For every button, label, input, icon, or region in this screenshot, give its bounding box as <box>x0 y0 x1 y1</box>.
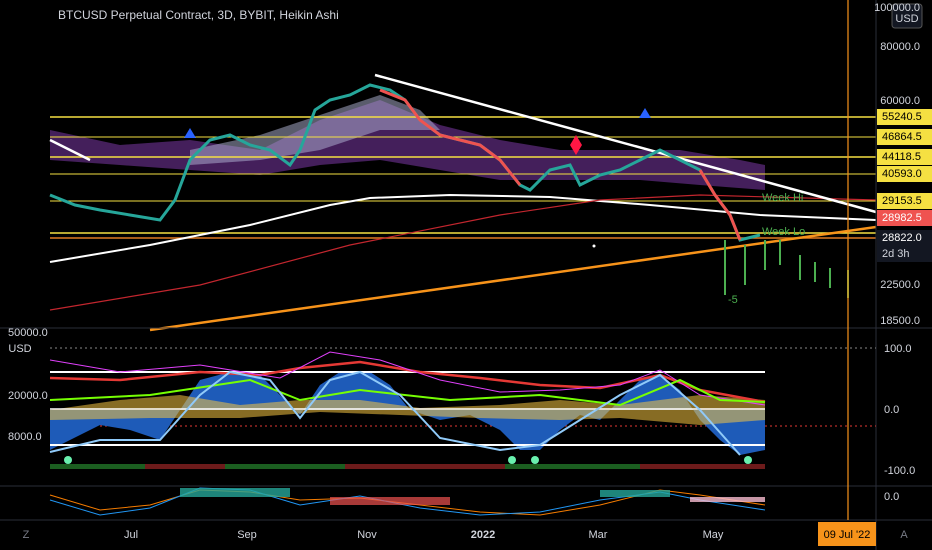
price-label: 100000.0 <box>874 2 920 14</box>
right-scale-label: 100.0 <box>884 343 912 355</box>
histogram-area <box>690 497 765 502</box>
annotation: Week Hi <box>762 192 803 204</box>
countdown-tag <box>877 246 932 262</box>
price-tag-label: 29153.5 <box>882 195 922 207</box>
time-label: May <box>703 529 724 541</box>
annotation: Week Lo <box>762 226 805 238</box>
price-label: 18500.0 <box>880 315 920 327</box>
price-tag-label: 55240.5 <box>882 111 922 123</box>
state-strip <box>640 464 765 469</box>
currency-box[interactable] <box>891 3 923 29</box>
annotation: -5 <box>728 294 738 306</box>
time-label: Jul <box>124 529 138 541</box>
wave-area <box>50 395 765 425</box>
cursor-label: 09 Jul '22 <box>824 529 871 541</box>
right-scale-label: -100.0 <box>884 465 915 477</box>
oscillator-line <box>49 351 766 406</box>
price-tag-label: 40593.0 <box>882 168 922 180</box>
time-label: Nov <box>357 529 377 541</box>
left-scale-label: 20000.0 <box>8 390 48 402</box>
corner-button[interactable]: Z <box>23 529 30 541</box>
price-tag-label: 46864.5 <box>882 131 922 143</box>
trendline <box>374 73 877 214</box>
state-strip <box>505 464 640 469</box>
oscillator-pane <box>49 347 876 469</box>
price-tag-label: 28822.0 <box>882 232 922 244</box>
dot <box>531 456 539 464</box>
price-label: 22500.0 <box>880 279 920 291</box>
countdown: 2d 3h <box>882 248 910 260</box>
dot <box>592 244 596 248</box>
dot <box>64 456 72 464</box>
projection-bars <box>724 240 849 298</box>
left-scale-label: 8000.0 <box>8 431 42 443</box>
price-tag-label: 28982.5 <box>882 212 922 224</box>
price-line <box>379 88 522 186</box>
left-scale-label: 50000.0 <box>8 327 48 339</box>
signal-marker <box>639 108 651 118</box>
price-tag <box>877 210 932 226</box>
right-scale-label: 0.0 <box>884 491 899 503</box>
left-scale-label: USD <box>8 343 31 355</box>
price-label: 80000.0 <box>880 41 920 53</box>
macd-pane <box>49 487 766 516</box>
price-line <box>698 169 742 241</box>
dot <box>508 456 516 464</box>
time-label: 2022 <box>471 529 495 541</box>
cursor-tag <box>818 522 876 546</box>
time-label: Mar <box>589 529 608 541</box>
price-tag <box>877 109 932 125</box>
ribbon <box>190 95 440 165</box>
price-tag-label: 44118.5 <box>882 151 921 163</box>
cloud-band <box>50 100 765 190</box>
corner-button[interactable]: A <box>900 529 908 541</box>
oscillator-line <box>49 370 741 456</box>
state-strip <box>225 464 345 469</box>
moving-average <box>49 193 877 263</box>
wave-area <box>50 372 765 455</box>
main-pane: Week Hi Week Lo -5 BTCUSD Perpetual Cont… <box>49 8 877 332</box>
price-tag <box>877 166 932 182</box>
trendline <box>49 138 91 162</box>
currency: USD <box>895 13 918 25</box>
oscillator-axis: 50000.0 USD 20000.0 8000.0 100.0 0.0 -100.0 0.0 <box>8 327 915 503</box>
histogram-area <box>180 488 290 497</box>
right-scale-label: 0.0 <box>884 404 899 416</box>
price-tag <box>877 230 932 246</box>
price-tag <box>877 129 932 145</box>
price-axis: USD 100000.0 80000.0 60000.0 22500.0 18500.0… <box>874 2 932 327</box>
signal-marker <box>184 128 196 138</box>
state-strip <box>145 464 225 469</box>
price-tag <box>877 193 932 209</box>
chart-title: BTCUSD Perpetual Contract, 3D, BYBIT, He… <box>58 8 339 22</box>
moving-average <box>49 194 877 311</box>
price-label: 60000.0 <box>880 95 920 107</box>
histogram-area <box>600 490 670 497</box>
price-tag <box>877 149 932 165</box>
oscillator-line <box>49 378 766 407</box>
signal-marker <box>570 135 582 155</box>
time-label: Sep <box>237 529 257 541</box>
state-strip <box>345 464 505 469</box>
trendline <box>149 225 877 332</box>
time-axis: 09 Jul '22 Z A Jul Sep Nov 2022 Mar May <box>23 522 908 546</box>
histogram-area <box>330 497 450 505</box>
state-strip <box>50 464 145 469</box>
dot <box>744 456 752 464</box>
